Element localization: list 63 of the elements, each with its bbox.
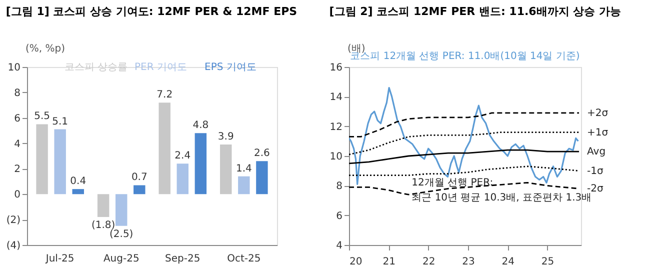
- series-label: +2σ: [587, 108, 609, 119]
- y-tick-label: (2): [6, 215, 21, 226]
- bar: [194, 133, 207, 194]
- y-tick-label: 10: [330, 152, 342, 162]
- data-label: 4.8: [192, 120, 209, 132]
- series-label: Avg: [587, 146, 606, 158]
- text: EPS 기여도: [204, 62, 256, 73]
- bar: [176, 164, 188, 194]
- series-label: +1σ: [587, 127, 609, 138]
- x-tick-label: Aug-25: [103, 254, 140, 264]
- x-tick-label: 20: [350, 256, 362, 268]
- y-tick-label: 4: [336, 240, 342, 252]
- x-tick-label: 25: [541, 256, 554, 268]
- chart-title: [그림 1] 코스피 상승 기여도: 12MF PER & 12MF EPS: [6, 5, 298, 18]
- text: PER 기여도: [134, 62, 187, 73]
- y-tick-label: 6: [14, 113, 20, 124]
- data-label: 2.4: [174, 150, 191, 162]
- bar: [220, 144, 232, 194]
- data-label: 1.4: [236, 163, 252, 174]
- y-tick-label: 10: [8, 62, 20, 74]
- x-tick-label: 23: [462, 256, 475, 268]
- y-tick-label: 2: [14, 164, 20, 176]
- bar: [238, 176, 250, 194]
- x-tick-label: 21: [382, 256, 396, 268]
- y-tick-label: 4: [14, 138, 20, 150]
- x-tick-label: Jul-25: [44, 254, 74, 264]
- bar: [97, 194, 110, 218]
- line-series: [349, 112, 580, 138]
- line-series: [349, 132, 580, 156]
- data-label: 0.7: [131, 172, 148, 184]
- y-tick-label: 14: [330, 92, 342, 104]
- y-tick-label: 16: [330, 62, 342, 74]
- bar: [158, 102, 170, 194]
- data-label: 5.1: [52, 116, 68, 128]
- y-tick-label: 8: [14, 88, 20, 99]
- y-tick-label: 8: [336, 181, 342, 192]
- x-tick-label: 24: [502, 256, 514, 268]
- data-label: 7.2: [156, 90, 173, 101]
- y-tick-label: 0: [14, 190, 20, 201]
- y-axis-title: (%, %p): [26, 44, 66, 54]
- line-series: [349, 149, 580, 164]
- text: 코스피 12개월 선행 PER: 11.0배(10월 14일 기준): [350, 51, 580, 62]
- bar: [134, 185, 146, 194]
- x-tick-label: Oct-25: [227, 254, 261, 264]
- y-tick-label: (4): [6, 240, 21, 252]
- data-label: 3.9: [218, 132, 234, 143]
- data-label: (2.5): [110, 228, 134, 240]
- x-tick-label: 22: [422, 256, 436, 268]
- bar: [36, 124, 48, 194]
- bar: [256, 161, 268, 194]
- bar: [116, 194, 128, 226]
- data-label: 5.5: [34, 111, 50, 122]
- y-tick-label: 12: [330, 122, 342, 133]
- bar: [54, 129, 66, 194]
- data-label: 2.6: [254, 148, 270, 160]
- bar: [72, 189, 84, 194]
- line-series: [349, 166, 580, 176]
- data-label: 0.4: [70, 176, 86, 188]
- line-series: [349, 86, 580, 185]
- x-tick-label: Sep-25: [165, 254, 200, 264]
- series-label: -1σ: [587, 166, 604, 177]
- chart-title: [그림 2] 코스피 12MF PER 밴드: 11.6배까지 상승 가능: [329, 5, 621, 18]
- y-tick-label: 6: [336, 210, 342, 222]
